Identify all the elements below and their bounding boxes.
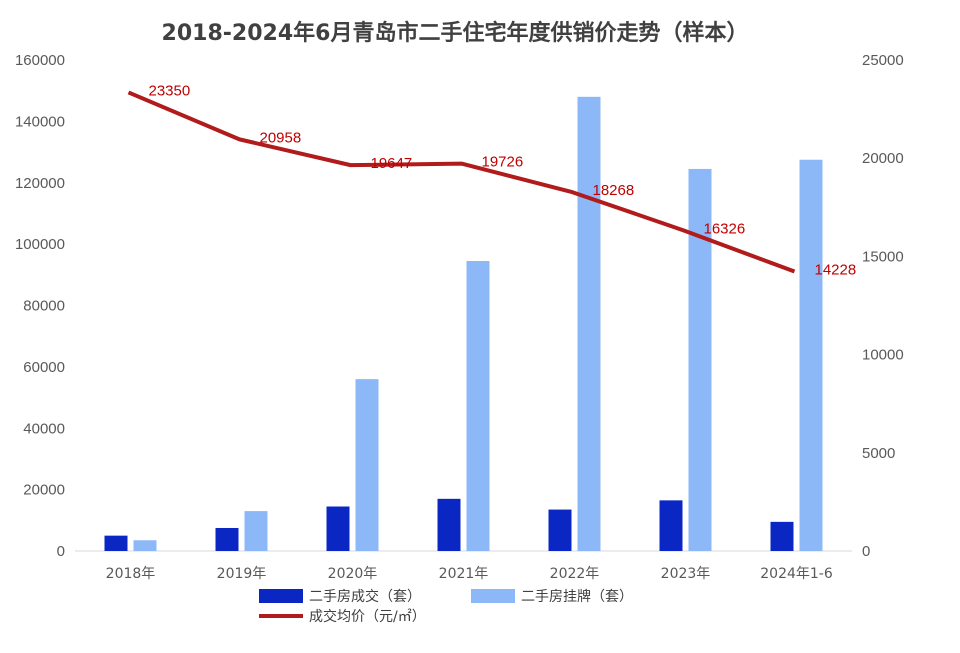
x-tick-label: 2020年 <box>328 566 378 582</box>
x-tick-label: 2022年 <box>550 566 600 582</box>
x-axis: 2018年 2019年 2020年 2021年 2022年 2023年 2024年1-6 <box>106 566 833 582</box>
chart-title: 2018-2024年6月青岛市二手住宅年度供销价走势（样本） <box>162 20 749 46</box>
legend-swatch-listed <box>471 589 515 603</box>
right-tick-label: 20000 <box>862 150 904 167</box>
price-data-label: 14228 <box>815 262 857 279</box>
bar-listed <box>133 540 157 551</box>
left-tick-label: 140000 <box>15 113 65 130</box>
right-axis: 0 5000 10000 15000 20000 25000 <box>862 52 904 560</box>
price-line: 23350 20958 19647 19726 18268 16326 14228 <box>127 82 857 279</box>
right-tick-label: 10000 <box>862 347 904 364</box>
line-price <box>127 90 796 274</box>
left-tick-label: 20000 <box>23 482 65 499</box>
bar-listed <box>244 511 268 551</box>
bar-sold <box>548 509 572 551</box>
right-tick-label: 15000 <box>862 248 904 265</box>
x-tick-label: 2019年 <box>217 566 267 582</box>
price-data-label: 16326 <box>704 220 746 237</box>
left-tick-label: 100000 <box>15 236 65 253</box>
price-data-label: 19647 <box>371 155 413 172</box>
right-tick-label: 0 <box>862 543 870 560</box>
bar-sold <box>659 500 683 551</box>
right-tick-label: 25000 <box>862 52 904 69</box>
left-tick-label: 80000 <box>23 298 65 315</box>
left-tick-label: 160000 <box>15 52 65 69</box>
bar-sold <box>326 506 350 551</box>
right-tick-label: 5000 <box>862 445 895 462</box>
left-tick-label: 120000 <box>15 175 65 192</box>
legend-label-listed: 二手房挂牌（套） <box>521 588 633 605</box>
x-tick-label: 2024年1-6 <box>760 566 833 582</box>
legend-swatch-sold <box>259 589 303 603</box>
bar-sold <box>104 535 128 551</box>
bar-listed <box>799 159 823 551</box>
left-axis: 0 20000 40000 60000 80000 100000 120000 140000 1… <box>15 52 65 560</box>
legend-label-sold: 二手房成交（套） <box>309 588 421 605</box>
bar-sold <box>437 498 461 551</box>
x-tick-label: 2021年 <box>439 566 489 582</box>
legend-label-price: 成交均价（元/㎡） <box>309 608 426 625</box>
bar-sold <box>215 527 239 551</box>
left-tick-label: 40000 <box>23 420 65 437</box>
x-tick-label: 2018年 <box>106 566 156 582</box>
price-data-label: 20958 <box>260 129 302 146</box>
bar-sold <box>770 521 794 551</box>
left-tick-label: 60000 <box>23 359 65 376</box>
price-data-label: 18268 <box>593 182 635 199</box>
bar-listed <box>688 168 712 552</box>
bars <box>104 96 823 552</box>
bar-listed <box>466 261 490 551</box>
bar-listed <box>355 379 379 551</box>
left-tick-label: 0 <box>57 543 65 560</box>
price-data-label: 23350 <box>149 82 191 99</box>
bar-listed <box>577 96 601 551</box>
price-data-label: 19726 <box>482 154 524 171</box>
legend: 二手房成交（套） 二手房挂牌（套） 成交均价（元/㎡） <box>259 588 633 625</box>
x-tick-label: 2023年 <box>661 566 711 582</box>
